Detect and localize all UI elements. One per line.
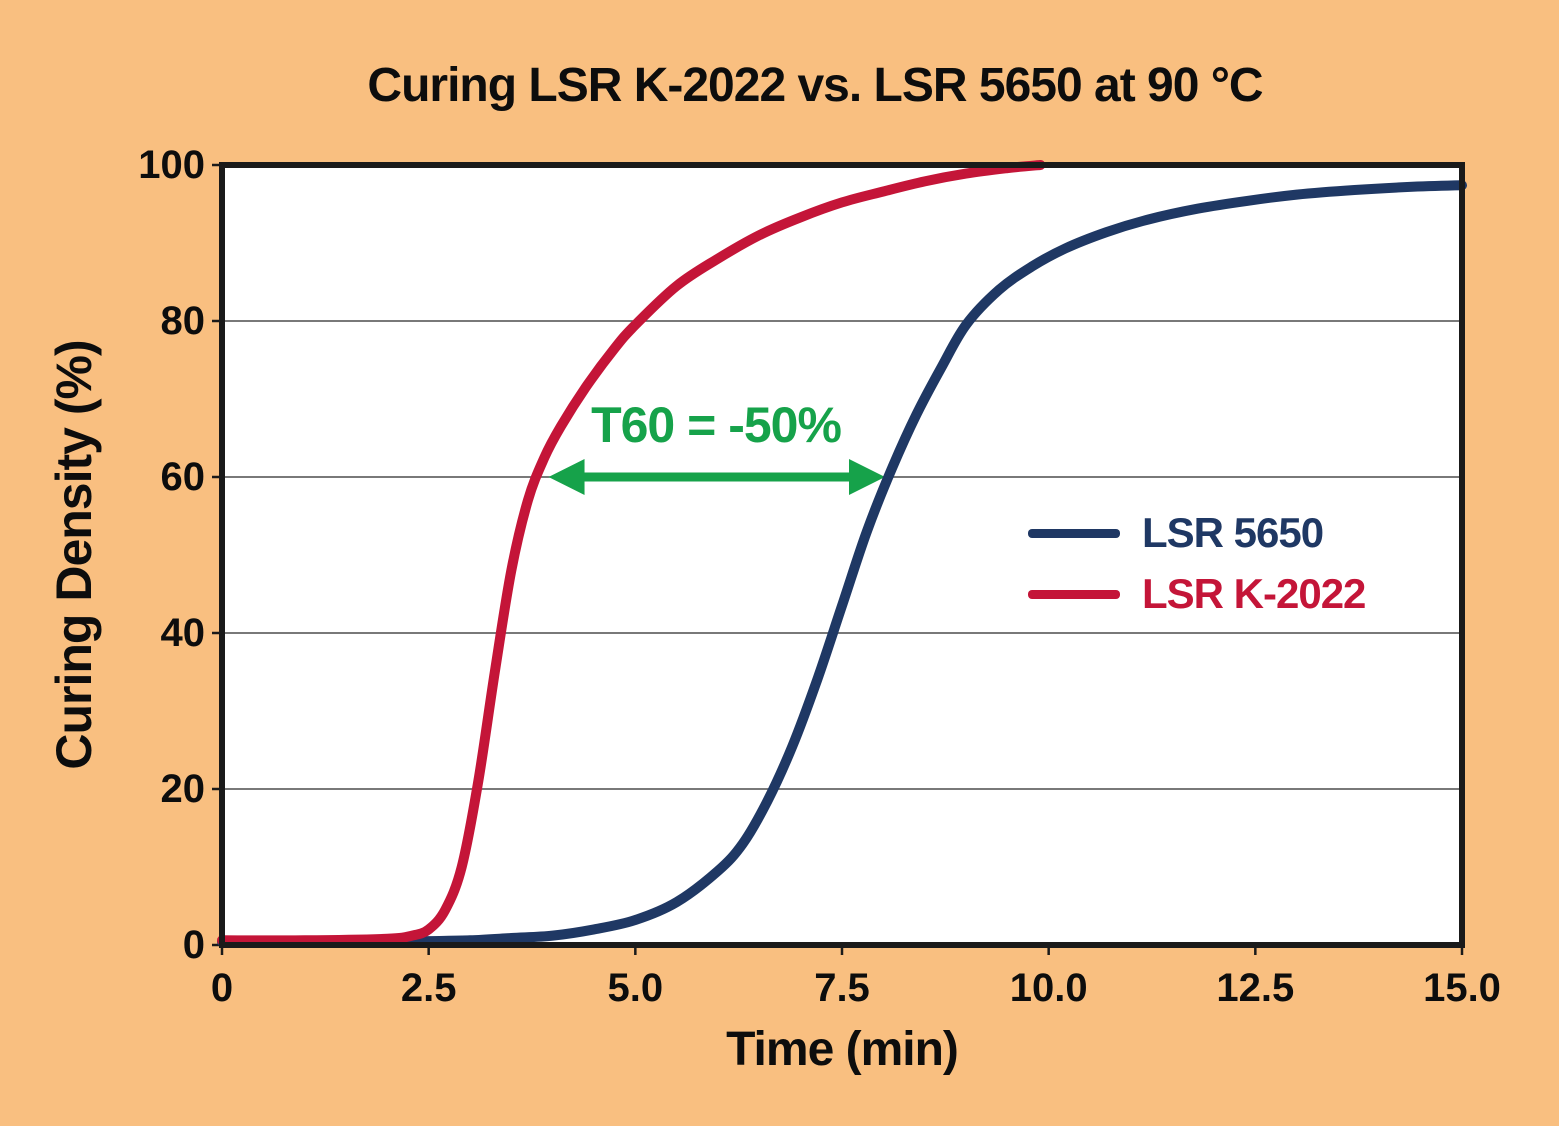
chart-title: Curing LSR K-2022 vs. LSR 5650 at 90 °C (367, 59, 1263, 112)
y-tick-label-20: 20 (160, 767, 206, 811)
x-tick-label-2.5: 2.5 (400, 966, 457, 1010)
legend-row-lsr-5650: LSR 5650 (1028, 512, 1365, 554)
plot-background (222, 165, 1462, 945)
annotation-arrowhead-right (848, 459, 885, 495)
x-tick-label-15.0: 15.0 (1423, 966, 1501, 1010)
y-axis-title: Curing Density (%) (46, 340, 102, 770)
y-tick-label-40: 40 (160, 611, 206, 655)
plot-frame (219, 162, 1465, 948)
annotation-arrowhead-left (548, 459, 585, 495)
annotation-label: T60 = -50% (591, 397, 842, 453)
legend: LSR 5650 LSR K-2022 (1028, 512, 1366, 617)
curve-lsr-5650 (217, 180, 1467, 947)
y-tick-label-60: 60 (160, 455, 206, 499)
y-tick-label-0: 0 (182, 923, 205, 967)
y-tick-label-100: 100 (138, 143, 205, 187)
y-tick-label-80: 80 (160, 299, 206, 343)
x-tick-label-0: 0 (210, 966, 234, 1010)
legend-line-swatch (1028, 528, 1120, 538)
legend-line-swatch (1028, 589, 1120, 599)
legend-label: LSR 5650 (1142, 509, 1324, 556)
x-tick-label-12.5: 12.5 (1216, 966, 1295, 1010)
curve-lsr-k-2022 (217, 160, 1046, 946)
legend-row-lsr-k-2022: LSR K-2022 (1028, 570, 1366, 617)
x-axis-title: Time (min) (726, 1023, 959, 1076)
x-tick-label-10.0: 10.0 (1009, 966, 1088, 1010)
x-tick-label-5.0: 5.0 (607, 966, 664, 1010)
x-tick-label-7.5: 7.5 (814, 966, 870, 1010)
legend-label: LSR K-2022 (1142, 570, 1366, 617)
